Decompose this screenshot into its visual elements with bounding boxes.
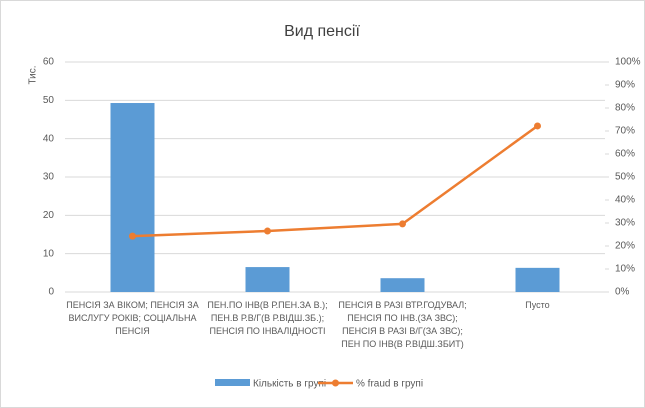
bar bbox=[245, 267, 290, 292]
legend-label: Кількість в групі bbox=[253, 379, 326, 390]
y2-tick-label: 100% bbox=[615, 57, 641, 68]
x-tick-label: Пусто bbox=[525, 300, 549, 310]
y2-tick-label: 50% bbox=[615, 172, 635, 183]
y2-tick-label: 0% bbox=[615, 287, 630, 298]
x-tick-label: ПЕН.ПО ІНВ(В Р.ПЕН.ЗА В.); ПЕН.В Р.В/Г(В … bbox=[207, 300, 327, 336]
legend-marker bbox=[332, 379, 339, 387]
bar bbox=[515, 267, 560, 292]
bar bbox=[110, 103, 155, 293]
line-marker bbox=[264, 227, 271, 235]
y-tick-label: 60 bbox=[43, 57, 55, 68]
y-tick-label: 40 bbox=[43, 133, 55, 144]
y-tick-label: 50 bbox=[43, 95, 55, 106]
bar bbox=[380, 278, 425, 292]
line bbox=[132, 124, 539, 238]
y2-tick-label: 10% bbox=[615, 264, 635, 275]
chart-title: Вид пенсії bbox=[284, 23, 360, 40]
y2-tick-label: 90% bbox=[615, 80, 635, 91]
x-tick-label: ПЕНСІЯ ЗА ВІКОМ; ПЕНСІЯ ЗА ВИСЛУГУ РОКІВ;… bbox=[66, 300, 198, 336]
line-marker bbox=[399, 220, 406, 228]
y2-tick-label: 80% bbox=[615, 103, 635, 114]
y-tick-label: 10 bbox=[43, 248, 55, 259]
y-axis-label: Тис. bbox=[28, 65, 39, 84]
y2-tick-label: 20% bbox=[615, 241, 635, 252]
y2-tick-label: 40% bbox=[615, 195, 635, 206]
line-marker bbox=[534, 122, 541, 130]
legend-label: % fraud в групі bbox=[356, 379, 423, 390]
y2-tick-label: 30% bbox=[615, 218, 635, 229]
x-tick-label: ПЕНСІЯ В РАЗІ ВТР.ГОДУВАЛ; ПЕНСІЯ ПО ІНВ.… bbox=[338, 300, 466, 349]
y-tick-label: 30 bbox=[43, 172, 55, 183]
line-marker bbox=[129, 232, 136, 240]
y2-tick-label: 70% bbox=[615, 126, 635, 137]
legend-swatch bbox=[215, 379, 250, 386]
y-tick-label: 0 bbox=[48, 287, 54, 298]
y2-tick-label: 60% bbox=[615, 149, 635, 160]
y-tick-label: 20 bbox=[43, 210, 55, 221]
